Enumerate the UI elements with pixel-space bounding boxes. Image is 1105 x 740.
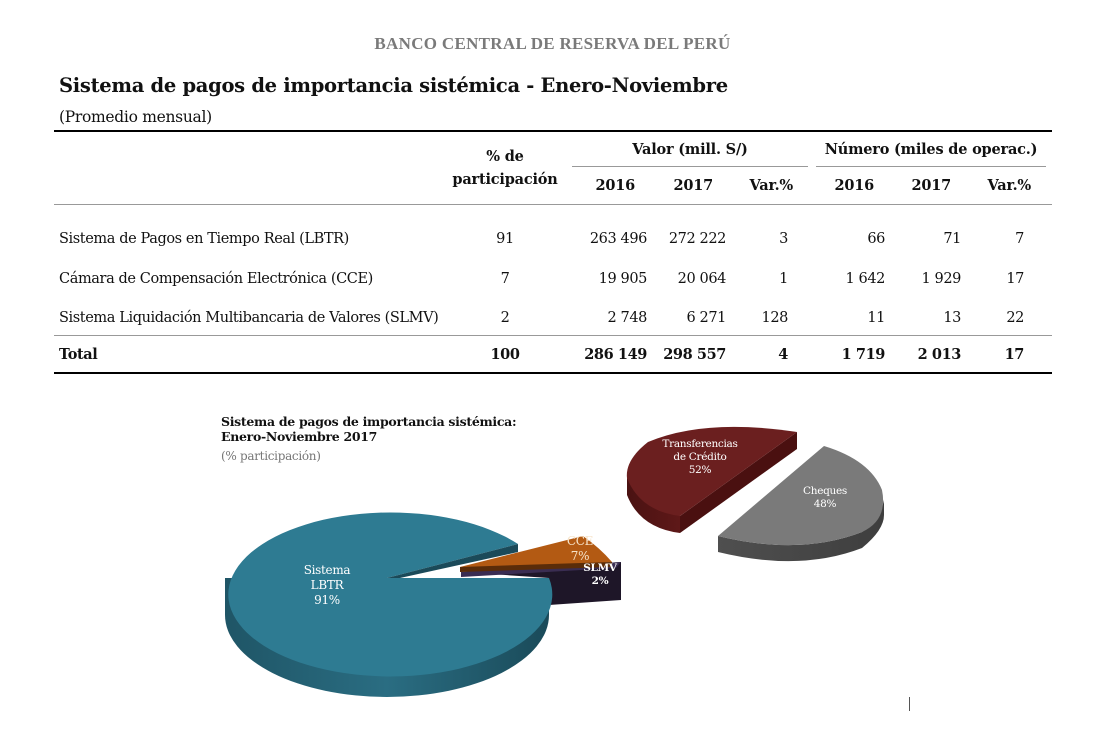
lbtr-label-2: LBTR: [310, 578, 344, 592]
row-vvar: 1: [779, 271, 788, 287]
header-valor-2017: 2017: [673, 177, 713, 194]
row-n2016: 1 642: [845, 271, 885, 287]
total-top-rule: [54, 335, 1052, 336]
lbtr-slice: [228, 512, 553, 677]
total-n2016: 1 719: [841, 346, 886, 363]
row-v2017: 6 271: [686, 310, 726, 326]
row-n2017: 13: [943, 310, 961, 326]
transferencias-label-1: Transferencias: [662, 438, 738, 450]
header-numero: Número (miles de operac.): [824, 141, 1038, 158]
row-n2016: 66: [867, 231, 885, 247]
row-v2017: 272 222: [668, 231, 727, 247]
header-bottom-rule: [54, 204, 1052, 205]
cheques-label: Cheques 48%: [793, 485, 857, 511]
cce-slice: [460, 536, 612, 572]
header-numero-2017: 2017: [911, 177, 951, 194]
table-bottom-rule: [54, 372, 1052, 374]
total-n2017: 2 013: [917, 346, 962, 363]
cheques-slice: [718, 446, 884, 546]
chart-subtitle: (% participación): [221, 449, 321, 463]
row-n2016: 11: [867, 310, 885, 326]
cheques-label-pct: 48%: [813, 498, 837, 510]
cce-label-1: CCE: [566, 534, 594, 548]
total-v2016: 286 149: [584, 346, 647, 363]
transferencias-label: Transferencias de Crédito 52%: [652, 438, 748, 477]
header-participacion-2: participación: [452, 171, 558, 188]
header-valor: Valor (mill. S/): [632, 141, 748, 158]
row-vvar: 3: [779, 231, 788, 247]
row-nvar: 7: [1015, 231, 1024, 247]
row-v2017: 20 064: [677, 271, 727, 287]
row-n2017: 71: [943, 231, 961, 247]
slmv-label-1: SLMV: [583, 562, 617, 574]
lbtr-label: Sistema LBTR 91%: [291, 563, 363, 608]
header-valor-var: Var.%: [749, 177, 794, 194]
header-numero-2016: 2016: [834, 177, 874, 194]
row-vvar: 128: [761, 310, 789, 326]
row-part: 91: [496, 231, 514, 247]
row-nvar: 22: [1006, 310, 1024, 326]
row-v2016: 19 905: [598, 271, 648, 287]
transferencias-label-2: de Crédito: [673, 451, 727, 463]
transferencias-slice: [626, 426, 797, 516]
header-valor-2016: 2016: [595, 177, 635, 194]
row-nvar: 17: [1006, 271, 1024, 287]
total-v2017: 298 557: [663, 346, 726, 363]
lbtr-label-pct: 91%: [314, 593, 340, 607]
header-participacion-1: % de: [486, 148, 524, 165]
row-n2017: 1 929: [921, 271, 961, 287]
page-title: Sistema de pagos de importancia sistémic…: [59, 74, 728, 97]
table-top-rule: [54, 130, 1052, 132]
row-v2016: 2 748: [607, 310, 647, 326]
row-name: Sistema Liquidación Multibancaria de Val…: [59, 310, 439, 326]
chart-title-line2: Enero-Noviembre 2017: [221, 429, 378, 444]
header-numero-var: Var.%: [987, 177, 1032, 194]
row-name: Sistema de Pagos en Tiempo Real (LBTR): [59, 231, 349, 247]
slmv-label-pct: 2%: [591, 575, 609, 587]
cheques-label-1: Cheques: [803, 485, 847, 497]
lbtr-label-1: Sistema: [303, 563, 351, 577]
total-nvar: 17: [1004, 346, 1025, 363]
chart-title: Sistema de pagos de importancia sistémic…: [221, 414, 517, 444]
slmv-label: SLMV 2%: [580, 562, 620, 588]
chart-title-line1: Sistema de pagos de importancia sistémic…: [221, 414, 517, 429]
valor-group-rule: [572, 166, 808, 167]
total-label: Total: [59, 346, 98, 363]
row-name: Cámara de Compensación Electrónica (CCE): [59, 271, 373, 287]
total-vvar: 4: [778, 346, 788, 363]
institution-name: BANCO CENTRAL DE RESERVA DEL PERÚ: [374, 34, 731, 53]
page-subtitle: (Promedio mensual): [59, 108, 212, 126]
cce-label-pct: 7%: [570, 549, 590, 563]
transferencias-label-pct: 52%: [688, 464, 712, 476]
row-v2016: 263 496: [589, 231, 648, 247]
row-part: 2: [500, 310, 510, 326]
numero-group-rule: [816, 166, 1046, 167]
total-part: 100: [490, 346, 520, 363]
text-cursor: [909, 697, 910, 711]
row-part: 7: [500, 271, 510, 287]
cce-label: CCE 7%: [560, 534, 600, 564]
